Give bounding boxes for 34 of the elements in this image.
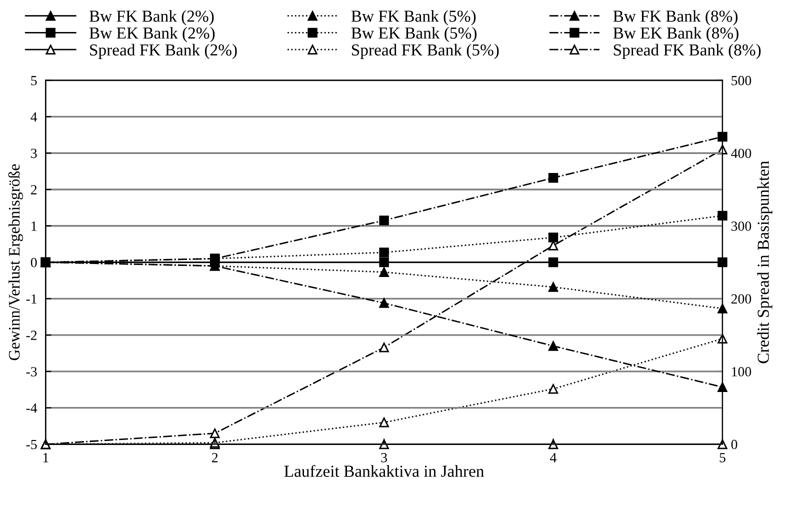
x-tick-label: 5 [720,453,726,462]
y2-tick-label: 200 [731,294,752,304]
y-tick-label: -4 [26,404,38,413]
legend-label: Bw FK Bank (8%) [613,10,738,26]
y-tick-label: 3 [31,148,37,158]
y-tick-label: 0 [30,258,37,268]
legend-label: Bw FK Bank (5%) [351,10,476,26]
legend-label: Bw EK Bank (5%) [351,26,477,42]
x-tick-label: 4 [550,453,557,462]
x-tick-label: 3 [381,452,387,462]
y2-tick-label: 300 [731,221,752,231]
legend-label: Bw EK Bank (8%) [613,26,738,42]
y2-axis-title: Credit Spread in Basispunkten [757,160,772,364]
y-tick-label: 5 [31,76,37,86]
y2-tick-label: 100 [732,367,752,376]
y-tick-label: 1 [32,222,36,231]
legend-label: Bw EK Bank (2%) [89,26,215,42]
x-tick-label: 1 [43,453,48,462]
legend-label: Spread FK Bank (8%) [614,44,761,59]
legend-label: Spread FK Bank (2%) [90,44,237,59]
legend-label: Bw FK Bank (2%) [89,10,214,26]
y-tick-label: 4 [30,112,38,122]
y-tick-label: -5 [26,440,37,450]
x-axis-title: Laufzeit Bankaktiva in Jahren [284,464,484,477]
y2-tick-label: 400 [731,148,752,158]
y-axis-title: Gewinn/Verlust Ergebnisgröße [8,164,23,360]
y-tick-label: 2 [30,185,37,194]
y-tick-label: -2 [26,330,37,340]
y2-tick-label: 0 [731,440,738,450]
y2-tick-label: 500 [732,76,752,86]
x-tick-label: 2 [212,452,218,462]
legend-label: Spread FK Bank (5%) [352,44,499,59]
y-tick-label: -1 [26,294,36,304]
y-tick-label: -3 [26,367,37,376]
